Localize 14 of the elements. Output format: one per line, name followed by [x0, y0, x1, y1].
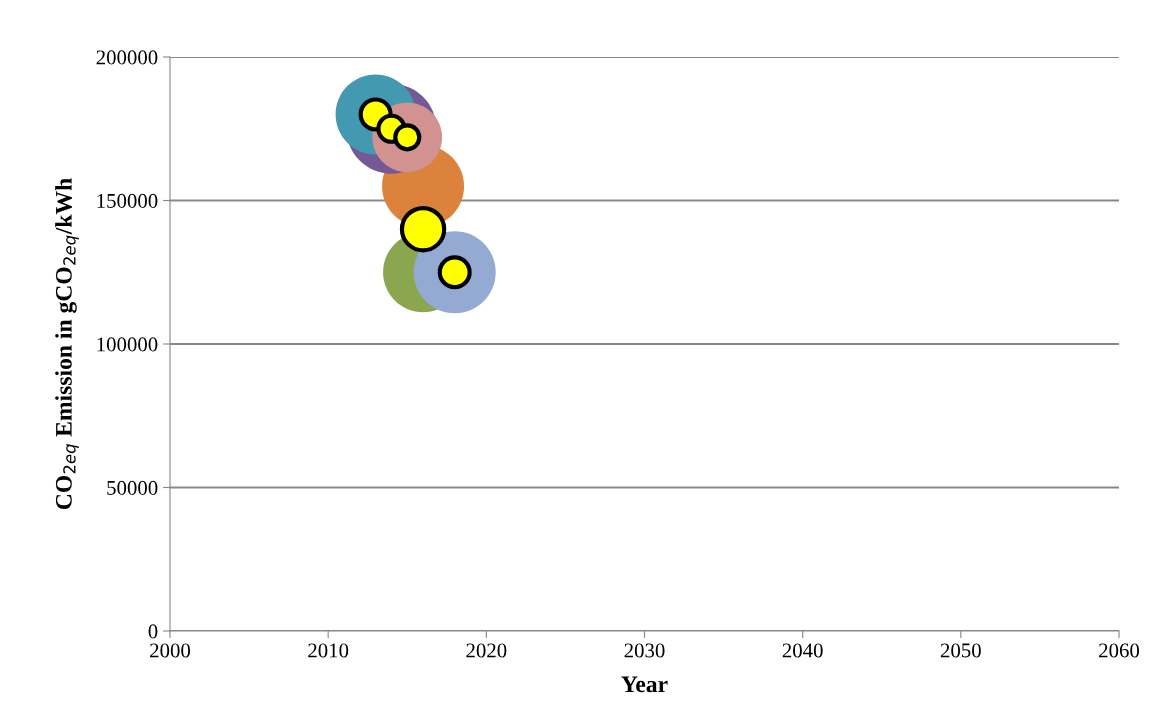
- y-tick-label: 200000: [96, 50, 158, 65]
- x-tick-label: 2010: [308, 643, 349, 658]
- x-tick-label: 2000: [150, 643, 191, 658]
- y-tick-label: 0: [148, 624, 158, 639]
- x-tick-label: 2050: [940, 643, 981, 658]
- x-axis-title: Year: [621, 676, 668, 693]
- x-tick-label: 2030: [624, 643, 665, 658]
- y-tick-label: 150000: [97, 193, 158, 208]
- x-tick-label: 2060: [1099, 643, 1140, 658]
- y-tick-label: 100000: [97, 337, 158, 352]
- y-tick-label: 50000: [107, 480, 158, 495]
- x-tick-label: 2040: [782, 643, 823, 658]
- y-axis-title: CO$_{2eq}$ Emission in gCO$_{2eq}$/kWh: [55, 178, 79, 510]
- x-tick-label: 2020: [466, 643, 507, 658]
